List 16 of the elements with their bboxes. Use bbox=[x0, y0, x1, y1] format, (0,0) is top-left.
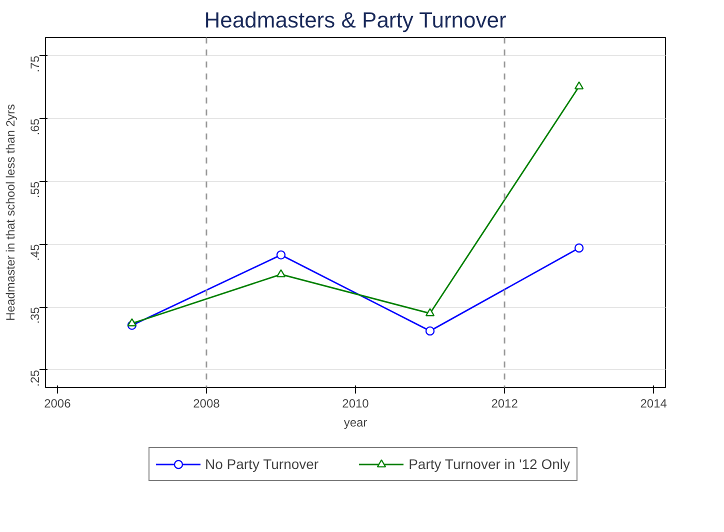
x-tick-label: 2008 bbox=[193, 396, 220, 410]
legend-label: No Party Turnover bbox=[204, 456, 319, 472]
y-axis-title: Headmaster in that school less than 2yrs bbox=[4, 104, 18, 321]
legend-label: Party Turnover in '12 Only bbox=[408, 456, 570, 472]
y-tick-label: .75 bbox=[28, 55, 42, 72]
chart-title: Headmasters & Party Turnover bbox=[204, 8, 506, 32]
y-tick-label: .55 bbox=[28, 181, 42, 198]
x-tick-label: 2006 bbox=[44, 396, 72, 410]
y-tick-label: .65 bbox=[28, 118, 42, 136]
y-tick-label: .35 bbox=[28, 306, 42, 324]
y-tick-label: .25 bbox=[28, 370, 42, 387]
x-tick-label: 2014 bbox=[640, 396, 668, 410]
x-tick-label: 2010 bbox=[342, 396, 370, 410]
x-axis-title: year bbox=[344, 416, 368, 430]
x-tick-label: 2012 bbox=[491, 396, 518, 410]
y-tick-label: .45 bbox=[28, 244, 42, 261]
